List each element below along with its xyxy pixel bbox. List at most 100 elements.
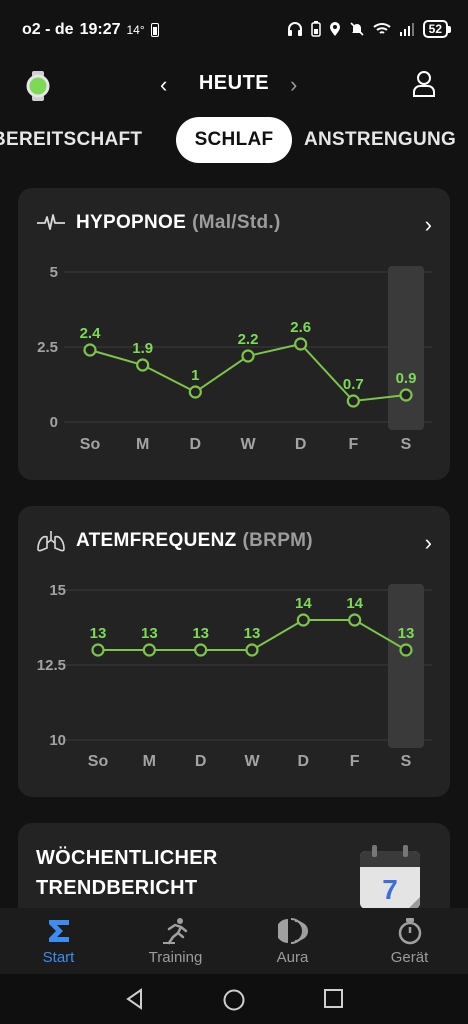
device-battery-icon [150,23,159,37]
data-point [399,643,413,657]
date-title: HEUTE [198,72,270,94]
data-label: 0.9 [396,370,417,387]
nav-aura-label: Aura [276,949,309,966]
category-tabs: BEREITSCHAFT SCHLAF ANSTRENGUNG [0,117,468,165]
aura-icon [277,918,308,944]
y-tick-label: 2.5 [37,339,58,356]
location-icon [329,22,340,36]
nav-start-label: Start [42,949,75,966]
respiration-unit: (BRPM) [242,530,313,551]
recents-icon[interactable] [323,988,345,1010]
nav-training-label: Training [148,949,203,966]
data-point [241,349,255,363]
x-tick-label: D [195,753,207,770]
data-point [188,385,202,399]
nav-start[interactable]: Start [0,908,117,974]
next-day-button[interactable]: › [290,72,298,97]
lungs-icon [37,531,65,552]
data-label: 13 [192,625,209,642]
respiration-card-header: ATEMFREQUENZ (BRPM) [36,530,313,552]
data-point [91,643,105,657]
tab-bereitschaft[interactable]: BEREITSCHAFT [0,129,143,150]
signal-icon [399,23,414,36]
data-point [294,337,308,351]
x-tick-label: W [244,753,260,770]
wifi-icon [372,23,391,34]
battery-indicator: 52 [422,20,452,38]
battery-saver-icon [310,21,321,37]
x-tick-label: S [401,753,412,770]
x-tick-label: F [350,753,360,770]
data-point [399,388,413,402]
data-label: 1 [191,367,199,384]
data-label: 2.2 [238,331,259,348]
profile-icon[interactable] [412,70,436,98]
system-navigation [0,974,468,1024]
status-left: o2 - de 19:27 14° [22,21,159,39]
respiration-title: ATEMFREQUENZ [76,530,237,551]
carrier-name: o2 - de [22,21,74,38]
data-label: 2.4 [80,325,102,342]
data-point [136,358,150,372]
hypopnea-chart: 5 2.5 0 So M D W D F S 2.4 1.9 1 2.2 2.6 0.7 0.9 [37,264,432,453]
data-label: 1.9 [132,340,153,357]
data-label: 14 [346,595,363,612]
data-point [296,613,310,627]
hypopnea-card-header: HYPOPNOE (Mal/Std.) [36,212,281,234]
data-point [245,643,259,657]
heartbeat-icon [37,214,65,230]
back-icon[interactable] [124,988,146,1010]
calendar-icon: 7 [360,845,420,909]
data-point [142,643,156,657]
respiration-card[interactable]: ATEMFREQUENZ (BRPM) › 15 12.5 10 So M D W D F S 13 1… [18,506,450,797]
top-header: ‹ HEUTE › [0,62,468,110]
x-tick-label: M [143,753,156,770]
prev-day-button[interactable]: ‹ [160,72,168,97]
chevron-right-icon[interactable]: › [424,212,432,237]
y-tick-label: 5 [50,264,58,281]
headphones-icon [287,22,302,36]
tab-schlaf[interactable]: SCHLAF [176,117,292,163]
runner-icon [162,918,187,945]
data-label: 14 [295,595,312,612]
watch-icon[interactable] [24,70,52,102]
clock: 19:27 [79,21,121,38]
data-label: 2.6 [290,319,311,336]
x-tick-label: D [295,436,307,453]
x-tick-label: So [88,753,109,770]
highlight-column [388,266,424,430]
x-tick-label: D [190,436,202,453]
data-point [346,394,360,408]
y-tick-label: 0 [50,414,58,431]
hypopnea-title: HYPOPNOE [76,212,187,233]
data-point [83,343,97,357]
y-tick-label: 10 [49,732,66,749]
hypopnea-card[interactable]: HYPOPNOE (Mal/Std.) › 5 2.5 0 So M D W D F S 2.4 1.9… [18,188,450,480]
nav-aura[interactable]: Aura [234,908,351,974]
data-label: 13 [141,625,158,642]
nav-training[interactable]: Training [117,908,234,974]
chevron-right-icon[interactable]: › [424,530,432,555]
weekly-trend-title: WÖCHENTLICHER TRENDBERICHT [36,847,218,899]
tab-anstrengung[interactable]: ANSTRENGUNG [304,129,457,150]
home-icon[interactable] [222,988,246,1012]
x-tick-label: S [401,436,412,453]
calendar-day: 7 [382,874,398,905]
data-label: 13 [244,625,261,642]
data-point [348,613,362,627]
highlight-column [388,584,424,748]
bottom-navigation: Start Training Aura Gerät [0,908,468,974]
nav-geraet-label: Gerät [390,949,429,966]
data-label: 13 [90,625,107,642]
respiration-chart: 15 12.5 10 So M D W D F S 13 13 13 13 14 14 13 [37,582,432,770]
x-tick-label: F [348,436,358,453]
x-tick-label: D [298,753,310,770]
nav-geraet[interactable]: Gerät [351,908,468,974]
data-label: 13 [398,625,415,642]
hypopnea-unit: (Mal/Std.) [192,212,281,233]
x-tick-label: M [136,436,149,453]
x-tick-label: W [240,436,256,453]
sigma-icon [48,920,69,942]
status-bar: o2 - de 19:27 14° 52 [0,0,468,62]
y-tick-label: 12.5 [37,657,66,674]
